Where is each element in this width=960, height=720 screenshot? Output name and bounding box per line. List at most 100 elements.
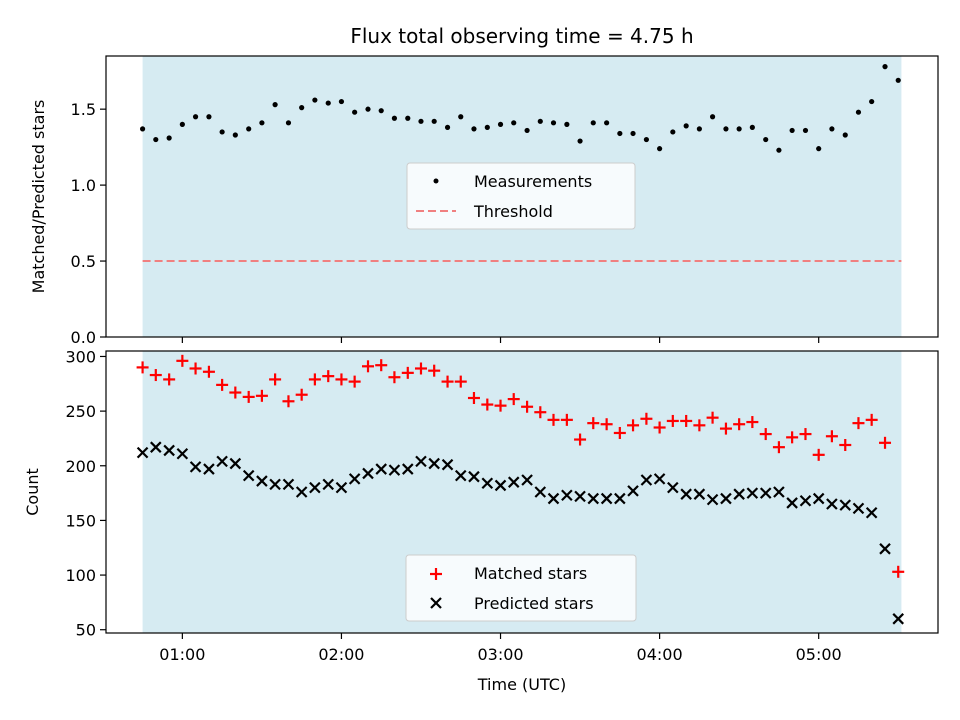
measurement-point — [617, 130, 623, 137]
predicted-star-point — [309, 481, 321, 494]
measurement-point — [391, 115, 398, 121]
matched-star-point — [494, 399, 507, 412]
predicted-star-point — [587, 492, 600, 505]
chart-title: Flux total observing time = 4.75 h — [350, 24, 693, 48]
measurement-point — [179, 121, 185, 127]
predicted-star-point — [282, 478, 295, 491]
measurement-point — [246, 126, 252, 132]
measurement-point — [895, 77, 901, 83]
measurement-point — [643, 136, 650, 143]
predicted-star-point — [229, 457, 242, 470]
measurement-point — [749, 124, 755, 130]
matched-star-point — [574, 433, 587, 446]
predicted-star-point — [667, 481, 679, 494]
matched-star-point — [786, 431, 799, 444]
matched-star-point — [282, 395, 295, 408]
measurement-point — [272, 102, 278, 108]
predicted-star-point — [189, 461, 202, 473]
measurement-point — [352, 109, 358, 115]
measurement-point — [431, 118, 437, 124]
bottom-panel: 50 100 150 200 250 300 01:00 02:00 03:00 04:00 05… — [23, 347, 939, 694]
top-y-tick-label: 1.5 — [71, 100, 96, 119]
measurement-point — [550, 120, 557, 126]
bottom-y-tick-label: 300 — [65, 347, 96, 366]
measurement-point — [736, 126, 742, 132]
measurement-point — [657, 146, 663, 152]
measurement-point — [153, 136, 159, 143]
predicted-star-point — [203, 463, 215, 475]
predicted-star-point — [441, 458, 454, 471]
x-tick-label: 01:00 — [159, 645, 205, 664]
legend-threshold-label: Threshold — [473, 202, 553, 221]
matched-star-point — [136, 361, 149, 374]
measurement-point — [723, 126, 729, 132]
measurement-point — [776, 147, 782, 153]
predicted-star-point — [839, 499, 852, 511]
predicted-star-point — [574, 490, 586, 503]
matched-star-point — [653, 421, 666, 434]
measurement-point — [524, 127, 530, 134]
matched-star-point — [600, 418, 613, 431]
matched-star-point — [706, 411, 719, 424]
matched-star-point — [414, 362, 427, 375]
matched-star-point — [202, 365, 215, 378]
top-y-tick-label: 0.0 — [71, 328, 96, 347]
measurement-point — [166, 135, 172, 141]
predicted-star-point — [481, 477, 494, 490]
measurement-point — [709, 114, 716, 120]
matched-star-point — [428, 364, 441, 377]
matched-star-point — [441, 375, 454, 388]
measurement-point — [338, 98, 345, 105]
predicted-star-point — [388, 464, 401, 476]
bottom-y-tick-label: 100 — [65, 566, 96, 585]
matched-star-point — [255, 389, 268, 402]
legend-matched-marker — [430, 568, 442, 580]
predicted-star-point — [295, 486, 308, 498]
bottom-legend-box — [405, 554, 637, 622]
predicted-star-point — [216, 455, 228, 468]
predicted-star-point — [706, 493, 719, 506]
measurement-point — [418, 118, 424, 124]
bottom-legend: Matched stars Predicted stars — [405, 554, 637, 622]
measurement-point — [670, 129, 676, 135]
bottom-y-tick-label: 250 — [65, 402, 96, 421]
predicted-star-point — [720, 492, 732, 505]
matched-stars-series — [136, 354, 905, 578]
predicted-star-point — [428, 457, 440, 470]
top-y-axis-label: Matched/Predicted stars — [29, 100, 48, 294]
measurements-series — [139, 64, 901, 153]
matched-star-point — [733, 418, 746, 431]
matched-star-point — [680, 414, 693, 427]
measurement-point — [683, 123, 689, 129]
predicted-star-point — [561, 489, 573, 502]
matched-star-point — [308, 373, 321, 386]
matched-star-point — [812, 448, 825, 461]
matched-star-point — [879, 436, 892, 449]
matched-star-point — [746, 416, 759, 429]
predicted-star-point — [892, 613, 905, 625]
matched-star-point — [348, 375, 361, 388]
matched-star-point — [521, 400, 534, 413]
predicted-star-point — [614, 492, 626, 505]
matched-star-point — [388, 371, 401, 384]
matched-star-point — [640, 412, 653, 425]
predicted-star-point — [627, 485, 639, 497]
bottom-y-axis-label: Count — [23, 468, 42, 516]
predicted-star-point — [852, 502, 865, 515]
measurement-point — [378, 108, 384, 114]
predicted-star-point — [773, 486, 785, 498]
predicted-star-point — [454, 469, 467, 482]
matched-star-point — [825, 430, 838, 443]
matched-star-point — [534, 406, 547, 419]
predicted-star-point — [269, 478, 281, 491]
matched-star-point — [322, 370, 335, 383]
measurement-point — [564, 121, 570, 127]
predicted-star-point — [322, 478, 335, 491]
matched-star-point — [216, 378, 229, 391]
predicted-star-point — [786, 497, 798, 509]
predicted-star-point — [335, 481, 348, 494]
predicted-star-point — [521, 474, 533, 486]
predicted-star-point — [163, 444, 175, 457]
predicted-star-point — [402, 463, 414, 475]
